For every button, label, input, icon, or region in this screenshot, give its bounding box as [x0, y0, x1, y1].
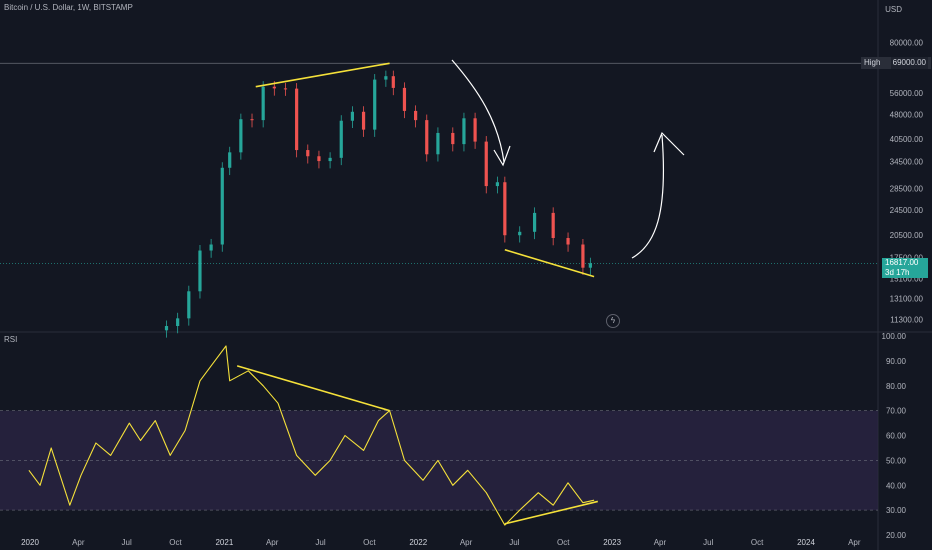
candle-body: [473, 118, 477, 142]
rsi-tick-label: 60.00: [886, 432, 907, 441]
candle-body: [518, 231, 522, 236]
time-axis-label: Oct: [169, 538, 182, 547]
price-trendline-top: [255, 62, 390, 88]
candle-body: [187, 291, 191, 319]
candle-body: [239, 119, 243, 153]
candle-body: [384, 76, 388, 80]
up-arrow-annotation: [631, 134, 665, 259]
candle-body: [484, 141, 488, 187]
candle-body: [295, 88, 299, 151]
candle-body: [566, 238, 570, 245]
candle-body: [164, 326, 169, 331]
candle-body: [220, 167, 224, 245]
time-axis-label: 2024: [797, 538, 815, 547]
time-axis-label: 2021: [215, 538, 233, 547]
high-price-tag: High 69000.00: [861, 57, 931, 69]
candle-body: [176, 318, 180, 327]
rsi-tick-label: 100.00: [882, 332, 907, 341]
candle-body: [402, 87, 407, 111]
rsi-tick-label: 40.00: [886, 481, 907, 490]
candle-body: [551, 212, 555, 239]
price-tick-label: 80000.00: [890, 38, 924, 47]
candle-body: [436, 132, 440, 155]
candle-body: [272, 86, 276, 89]
candle-body: [328, 157, 332, 162]
price-tick-label: 13100.00: [890, 295, 924, 304]
candle-body: [198, 250, 202, 292]
candle-body: [250, 119, 254, 121]
time-axis-label: 2023: [603, 538, 621, 547]
candle-body: [350, 111, 355, 121]
candle-body: [588, 263, 592, 268]
price-tick-label: 34500.00: [890, 157, 924, 166]
flash-icon[interactable]: ϟ: [606, 314, 620, 328]
price-tick-label: 15100.00: [890, 275, 924, 284]
rsi-line: [28, 345, 595, 526]
rsi-tick-label: 20.00: [886, 531, 907, 540]
candle-body: [451, 132, 455, 145]
candle-body: [581, 244, 585, 268]
time-axis-label: 2022: [409, 538, 427, 547]
bar-countdown: 3d 17h: [885, 268, 910, 277]
symbol-title: Bitcoin / U.S. Dollar, 1W, BITSTAMP: [4, 3, 133, 12]
rsi-trendline-top: [236, 365, 390, 412]
time-axis-label: Oct: [363, 538, 376, 547]
price-tick-label: 40500.00: [890, 135, 924, 144]
time-axis-label: Apr: [72, 538, 85, 547]
time-axis-label: Jul: [122, 538, 132, 547]
high-label: High: [864, 58, 881, 67]
candle-body: [339, 120, 343, 158]
candle-body: [209, 244, 213, 251]
price-tick-label: 11300.00: [890, 316, 923, 325]
current-price: 16817.00: [885, 258, 919, 267]
price-tick-label: 28500.00: [890, 185, 924, 194]
price-tick-label: 24500.00: [890, 206, 924, 215]
candle-body: [462, 118, 466, 145]
time-axis-label: Apr: [266, 538, 279, 547]
price-tick-label: 20500.00: [890, 231, 924, 240]
candle-body: [495, 182, 500, 187]
candle-body: [391, 76, 395, 88]
down-arrow-annotation: [451, 59, 505, 163]
price-tick-label: 48000.00: [890, 111, 924, 120]
time-axis-label: Apr: [848, 538, 861, 547]
rsi-tick-label: 50.00: [886, 456, 907, 465]
price-tick-label: 56000.00: [890, 89, 924, 98]
candle-body: [414, 110, 418, 121]
candle-body: [317, 156, 321, 162]
down-arrowhead-annotation: [493, 145, 511, 167]
price-trendline-bottom: [504, 249, 595, 278]
candle-body: [361, 111, 366, 130]
rsi-tick-label: 70.00: [886, 407, 907, 416]
high-value: 69000.00: [890, 57, 928, 69]
candle-body: [228, 152, 232, 168]
currency-label: USD: [885, 5, 902, 14]
candle-body: [373, 79, 377, 130]
time-axis-label: Jul: [703, 538, 713, 547]
candle-body: [503, 182, 507, 236]
time-axis-label: Apr: [654, 538, 667, 547]
candle-body: [283, 88, 288, 90]
rsi-trendline-bottom: [504, 500, 598, 525]
time-axis-label: Oct: [557, 538, 570, 547]
candle-body: [306, 150, 310, 157]
time-axis-label: Oct: [751, 538, 764, 547]
rsi-tick-label: 80.00: [886, 382, 907, 391]
rsi-tick-label: 30.00: [886, 506, 907, 515]
candle-body: [532, 212, 537, 232]
current-price-tag: 16817.00 3d 17h: [882, 258, 928, 278]
up-arrowhead-annotation: [653, 131, 685, 156]
time-axis-label: Jul: [509, 538, 519, 547]
time-axis-label: Apr: [460, 538, 473, 547]
candle-body: [261, 86, 265, 121]
rsi-panel-label: RSI: [4, 335, 18, 344]
rsi-tick-label: 90.00: [886, 357, 907, 366]
time-axis-label: Jul: [315, 538, 325, 547]
time-axis-label: 2020: [21, 538, 39, 547]
candle-body: [425, 120, 429, 155]
